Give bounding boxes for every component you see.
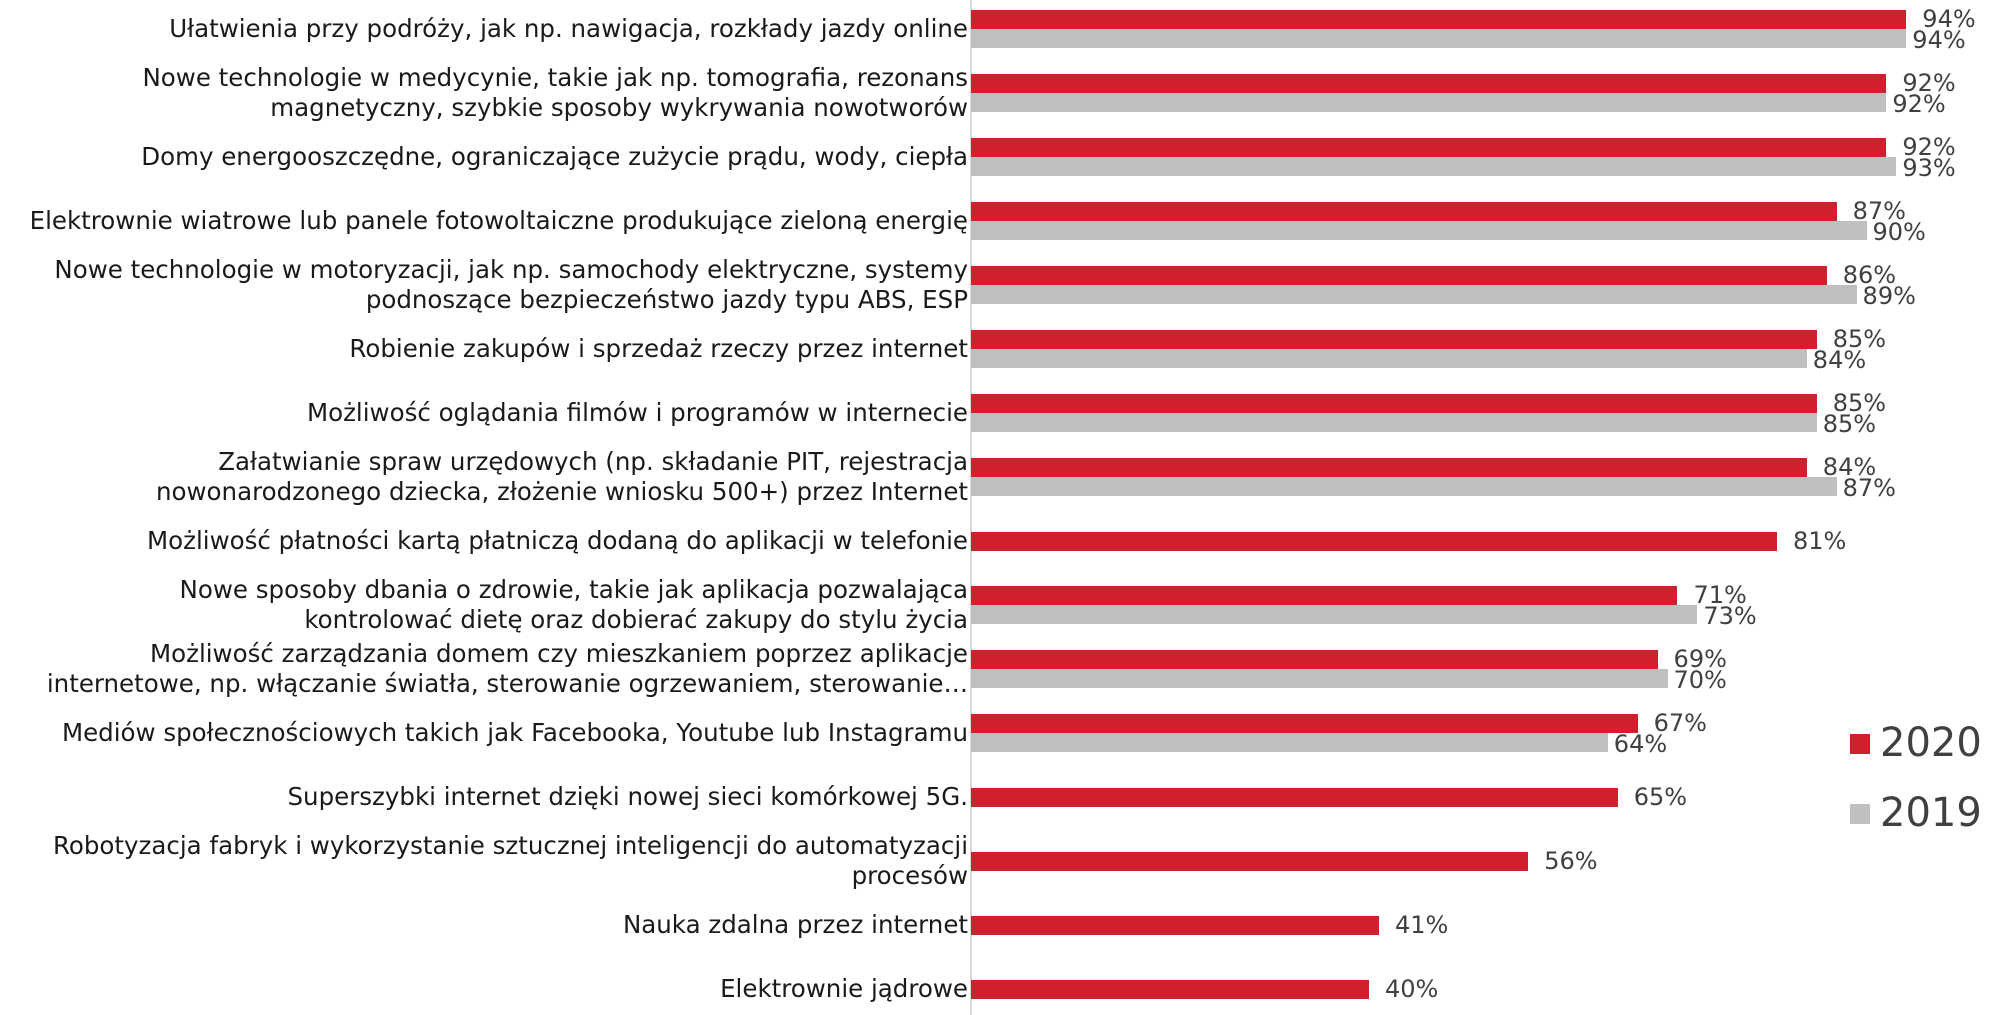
value-label-2020: 41% [1394,910,1449,939]
bar-2019 [971,733,1608,752]
value-label-2019: 87% [1842,474,1896,502]
value-label-2019: 92% [1892,90,1946,118]
category-label: Możliwość płatności kartą płatniczą doda… [147,526,968,555]
value-label-2020: 94% [1922,5,1976,33]
legend-swatch-2020 [1850,734,1870,754]
value-label-2019: 64% [1613,730,1668,758]
bar-2020 [971,979,1369,999]
legend-label-2020: 2020 [1880,720,1982,766]
value-label-2019: 70% [1673,666,1727,694]
bar-2020 [971,10,1907,29]
bar-2020 [971,714,1638,733]
value-label-2019: 84% [1812,346,1867,374]
value-label-2020: 71% [1693,581,1747,609]
bar-2019 [971,605,1698,624]
value-label-2020: 81% [1792,526,1847,555]
bar-2019 [971,669,1668,688]
value-label-2020: 67% [1653,709,1707,737]
category-label: Domy energooszczędne, ograniczające zuży… [141,142,968,171]
bar-2019 [971,157,1897,176]
bar-2020 [971,650,1658,669]
value-label-2019: 93% [1902,154,1956,182]
bar-2019 [971,29,1907,48]
bar-2019 [971,349,1807,368]
value-label-2020: 92% [1902,69,1956,97]
category-label: Elektrownie jądrowe [720,974,968,1003]
value-label-2019: 90% [1872,218,1926,246]
value-label-2020: 56% [1544,846,1598,875]
bar-2020 [971,787,1618,807]
bar-2020 [971,138,1887,157]
value-label-2019: 85% [1822,410,1877,438]
value-label-2020: 84% [1822,453,1877,481]
value-label-2020: 85% [1832,389,1887,417]
category-label: Mediów społecznościowych takich jak Face… [61,718,968,747]
bar-2019 [971,221,1867,240]
category-label: Ułatwienia przy podróży, jak np. nawigac… [169,14,968,43]
value-label-2020: 86% [1842,261,1897,289]
bar-2020 [971,915,1379,935]
bar-2020 [971,74,1887,93]
bar-2019 [971,413,1817,432]
category-label: Robotyzacja fabryk i wykorzystanie sztuc… [52,831,968,890]
legend-swatch-2019 [1850,804,1870,824]
bar-2020 [971,394,1817,413]
value-label-2020: 87% [1852,197,1906,225]
category-axis-line [970,0,972,1015]
category-label: Superszybki internet dzięki nowej sieci … [287,782,969,811]
category-label: Elektrownie wiatrowe lub panele fotowolt… [29,206,968,235]
bar-2020 [971,851,1529,871]
bar-2020 [971,202,1837,221]
bar-2020 [971,458,1807,477]
category-label: Nowe technologie w motoryzacji, jak np. … [54,255,968,314]
bar-2020 [971,531,1777,551]
category-label: Nauka zdalna przez internet [622,910,968,939]
value-label-2020: 69% [1673,645,1727,673]
value-label-2020: 40% [1385,974,1439,1003]
value-label-2020: 85% [1832,325,1887,353]
value-label-2020: 92% [1902,133,1956,161]
value-label-2020: 65% [1633,782,1688,811]
value-label-2019: 73% [1703,602,1757,630]
bar-2019 [971,477,1837,496]
category-label: Możliwość oglądania filmów i programów w… [306,398,968,427]
value-label-2019: 94% [1912,26,1966,54]
bar-2019 [971,93,1887,112]
category-label: Możliwość zarządzania domem czy mieszkan… [46,639,968,698]
category-label: Nowe technologie w medycynie, takie jak … [142,63,968,122]
category-label: Załatwianie spraw urzędowych (np. składa… [156,447,968,506]
bar-2020 [971,586,1678,605]
legend-label-2019: 2019 [1880,790,1982,836]
value-label-2019: 89% [1862,282,1916,310]
category-label: Robienie zakupów i sprzedaż rzeczy przez… [349,334,968,363]
category-label: Nowe sposoby dbania o zdrowie, takie jak… [179,575,968,634]
bar-2020 [971,266,1827,285]
bar-2019 [971,285,1857,304]
bar-2020 [971,330,1817,349]
